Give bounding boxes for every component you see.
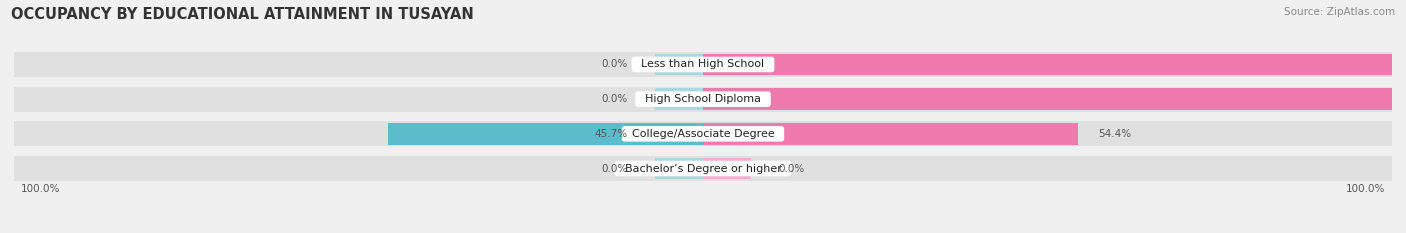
- Text: 100.0%: 100.0%: [1346, 184, 1385, 194]
- Text: Bachelor’s Degree or higher: Bachelor’s Degree or higher: [617, 164, 789, 174]
- Text: 100.0%: 100.0%: [21, 184, 60, 194]
- Text: College/Associate Degree: College/Associate Degree: [624, 129, 782, 139]
- Bar: [14, 87, 1392, 112]
- Bar: [14, 121, 1392, 146]
- Bar: [703, 123, 1078, 145]
- Text: 0.0%: 0.0%: [779, 164, 806, 174]
- Bar: [655, 54, 703, 75]
- Bar: [14, 52, 1392, 77]
- Bar: [655, 88, 703, 110]
- Text: Less than High School: Less than High School: [634, 59, 772, 69]
- Text: 45.7%: 45.7%: [595, 129, 627, 139]
- Bar: [703, 88, 1392, 110]
- Text: 54.4%: 54.4%: [1098, 129, 1132, 139]
- Bar: [703, 158, 751, 179]
- Text: 0.0%: 0.0%: [600, 94, 627, 104]
- Bar: [703, 54, 1392, 75]
- Text: High School Diploma: High School Diploma: [638, 94, 768, 104]
- Text: OCCUPANCY BY EDUCATIONAL ATTAINMENT IN TUSAYAN: OCCUPANCY BY EDUCATIONAL ATTAINMENT IN T…: [11, 7, 474, 22]
- Bar: [388, 123, 703, 145]
- Text: 0.0%: 0.0%: [600, 164, 627, 174]
- Bar: [14, 156, 1392, 181]
- Text: 0.0%: 0.0%: [600, 59, 627, 69]
- Bar: [655, 158, 703, 179]
- Text: Source: ZipAtlas.com: Source: ZipAtlas.com: [1284, 7, 1395, 17]
